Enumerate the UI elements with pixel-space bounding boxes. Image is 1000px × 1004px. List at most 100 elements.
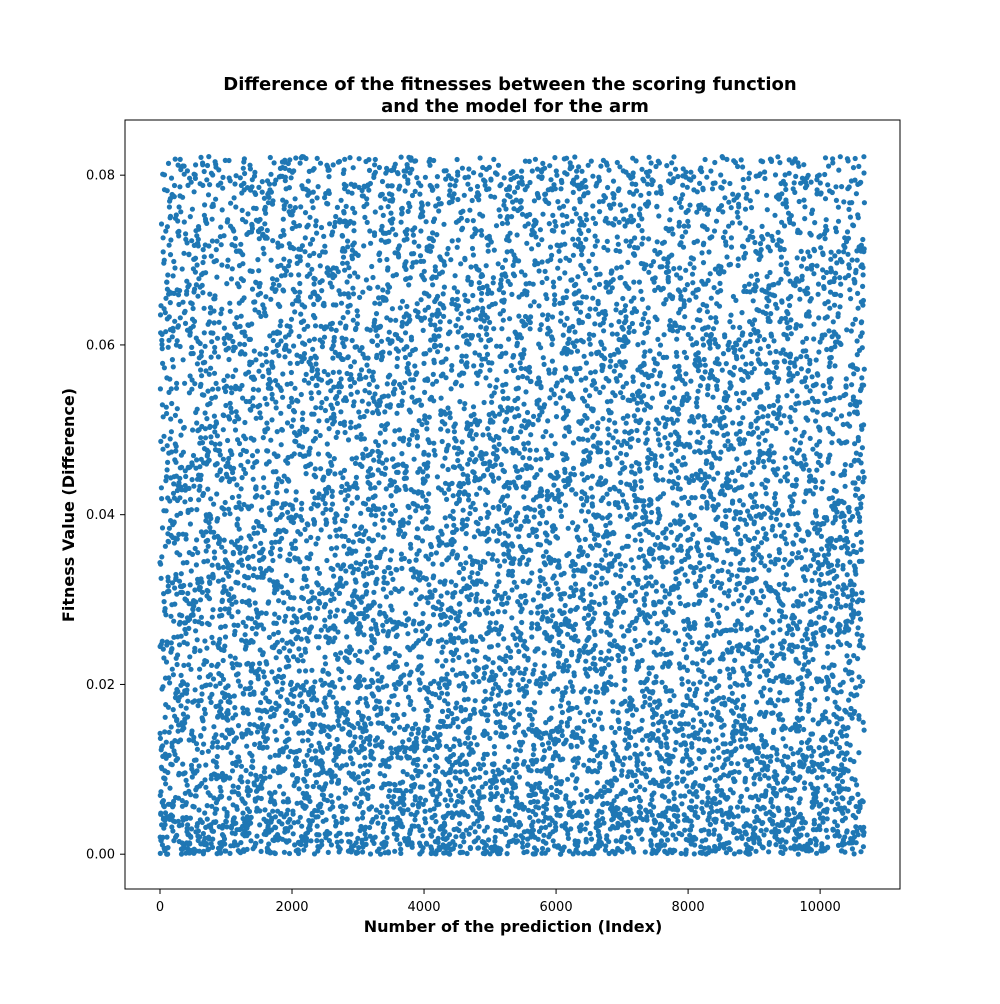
scatter-point: [270, 364, 276, 370]
scatter-point: [393, 686, 399, 692]
scatter-point: [429, 594, 435, 600]
scatter-point: [404, 227, 410, 233]
scatter-point: [312, 435, 318, 442]
scatter-point: [354, 308, 360, 314]
scatter-point: [189, 774, 195, 780]
scatter-point: [200, 259, 206, 266]
scatter-point: [452, 421, 458, 427]
scatter-point: [187, 330, 193, 336]
scatter-point: [412, 346, 418, 352]
scatter-point: [352, 460, 359, 466]
scatter-point: [270, 281, 277, 287]
scatter-point: [319, 288, 325, 294]
scatter-point: [179, 692, 185, 698]
scatter-point: [269, 669, 275, 675]
scatter-point: [384, 804, 390, 810]
scatter-point: [178, 633, 184, 639]
scatter-point: [403, 468, 409, 474]
scatter-point: [187, 582, 193, 588]
scatter-point: [253, 357, 259, 363]
scatter-point: [165, 272, 171, 278]
scatter-point: [165, 578, 171, 584]
scatter-point: [454, 700, 460, 706]
scatter-point: [179, 798, 185, 804]
scatter-point: [219, 793, 225, 800]
scatter-point: [255, 257, 261, 263]
scatter-point: [422, 478, 428, 484]
scatter-point: [377, 250, 383, 256]
scatter-point: [309, 198, 315, 204]
scatter-point: [483, 344, 489, 350]
scatter-point: [216, 774, 222, 780]
scatter-point: [442, 578, 448, 584]
scatter-point: [469, 197, 475, 204]
scatter-point: [171, 634, 177, 640]
scatter-point: [287, 203, 293, 209]
scatter-point: [251, 376, 258, 382]
scatter-point: [389, 750, 395, 756]
scatter-point: [262, 352, 269, 358]
scatter-point: [189, 206, 195, 212]
scatter-point: [443, 168, 449, 174]
scatter-point: [265, 448, 271, 454]
scatter-point: [239, 562, 245, 568]
scatter-point: [476, 805, 482, 811]
scatter-point: [472, 698, 478, 704]
scatter-point: [170, 707, 176, 713]
scatter-point: [174, 716, 180, 722]
scatter-point: [471, 170, 477, 176]
scatter-point: [343, 804, 349, 810]
scatter-point: [330, 724, 337, 730]
scatter-point: [464, 516, 470, 522]
scatter-point: [333, 700, 339, 706]
scatter-point: [226, 506, 232, 512]
scatter-point: [180, 357, 186, 363]
scatter-point: [221, 584, 227, 590]
scatter-point: [466, 597, 472, 603]
scatter-point: [171, 618, 177, 624]
scatter-point: [219, 612, 225, 619]
scatter-point: [184, 687, 190, 693]
scatter-point: [383, 840, 389, 846]
scatter-point: [209, 562, 215, 568]
scatter-point: [218, 224, 224, 230]
scatter-point: [349, 256, 355, 262]
scatter-point: [167, 376, 173, 382]
scatter-point: [251, 525, 257, 531]
scatter-point: [194, 537, 200, 543]
scatter-point: [447, 319, 453, 325]
scatter-point: [248, 680, 254, 686]
scatter-point: [298, 712, 304, 718]
scatter-point: [260, 245, 266, 251]
scatter-point: [259, 785, 265, 791]
scatter-point: [469, 333, 475, 339]
scatter-point: [388, 570, 394, 576]
scatter-point: [466, 584, 473, 590]
scatter-point: [484, 731, 490, 737]
scatter-point: [234, 538, 240, 544]
scatter-point: [322, 501, 328, 507]
scatter-point: [383, 594, 389, 600]
scatter-point: [377, 323, 384, 329]
scatter-point: [350, 761, 356, 767]
scatter-point: [157, 312, 164, 318]
scatter-point: [419, 202, 425, 208]
scatter-point: [271, 631, 277, 637]
scatter-point: [265, 723, 271, 729]
scatter-point: [274, 490, 280, 496]
scatter-point: [484, 315, 490, 321]
scatter-point: [355, 274, 361, 280]
scatter-point: [251, 782, 257, 788]
scatter-point: [222, 634, 229, 640]
scatter-point: [160, 235, 166, 241]
scatter-point: [307, 798, 313, 805]
scatter-point: [438, 426, 444, 432]
scatter-point: [476, 612, 482, 618]
scatter-point: [258, 838, 264, 844]
scatter-point: [341, 608, 347, 614]
scatter-point: [316, 570, 323, 576]
scatter-point: [256, 368, 262, 374]
scatter-point: [339, 483, 345, 490]
scatter-point: [406, 371, 412, 377]
scatter-point: [266, 194, 272, 200]
